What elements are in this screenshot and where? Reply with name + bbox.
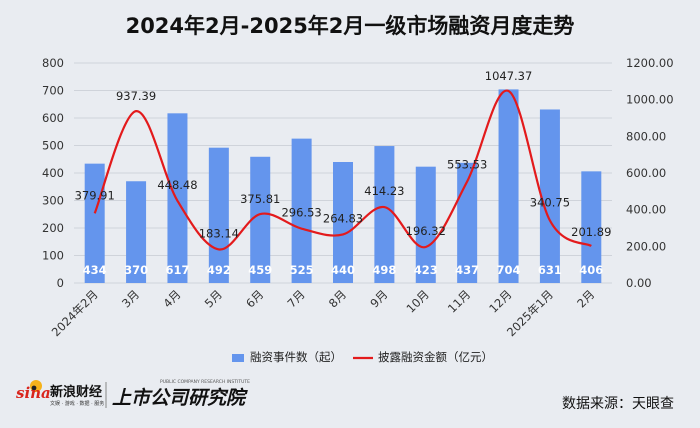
- sina-name: 新浪财经: [50, 384, 102, 400]
- bar-data-label: 440: [331, 263, 355, 277]
- bar-data-label: 434: [83, 263, 107, 277]
- bar-data-label: 459: [248, 263, 272, 277]
- left-axis-tick-label: 800: [42, 56, 64, 70]
- bar: [415, 166, 436, 283]
- bar-data-label: 406: [579, 263, 603, 277]
- left-axis-tick-label: 200: [42, 221, 64, 235]
- bar: [539, 109, 560, 283]
- bar: [581, 171, 602, 283]
- bar-data-label: 498: [372, 263, 396, 277]
- bar: [291, 138, 312, 283]
- line-series: [93, 89, 592, 251]
- bar-data-label: 423: [414, 263, 438, 277]
- line-data-label: 414.23: [364, 184, 404, 198]
- legend-label-line: 披露融资金额（亿元）: [378, 350, 493, 364]
- bar: [250, 156, 271, 283]
- legend: 融资事件数（起） 披露融资金额（亿元）: [232, 350, 493, 364]
- footer: sina 新浪财经 文娱 · 游戏 · 数据 · 服务 上市公司研究院 PUBL…: [16, 379, 674, 412]
- bar: [374, 146, 395, 283]
- right-axis-tick-label: 0.00: [626, 276, 652, 290]
- legend-label-bar: 融资事件数（起）: [250, 350, 342, 364]
- institute-logo: 上市公司研究院 PUBLIC COMPANY RESEARCH INSTITUT…: [112, 379, 250, 409]
- right-axis-tick-label: 800.00: [626, 129, 666, 143]
- right-axis-tick-label: 600.00: [626, 166, 666, 180]
- bar-data-label: 525: [290, 263, 314, 277]
- bar: [167, 113, 188, 283]
- line-data-label: 375.81: [240, 192, 280, 206]
- left-axis-tick-label: 700: [42, 84, 64, 98]
- line-data-label: 340.75: [530, 196, 570, 210]
- data-labels: 434 370 617 492 459 525 440 498 423 437 704 631 406 3…: [75, 69, 612, 277]
- bar: [126, 181, 147, 283]
- left-axis-tick-label: 600: [42, 111, 64, 125]
- left-axis-tick-label: 500: [42, 139, 64, 153]
- bar-series: [84, 89, 602, 284]
- left-axis-tick-label: 400: [42, 166, 64, 180]
- right-axis-tick-label: 1200.00: [626, 56, 674, 70]
- line-data-label: 553.53: [447, 158, 487, 172]
- data-source: 数据来源：天眼查: [562, 396, 674, 412]
- legend-swatch-bar: [232, 354, 244, 362]
- left-axis-tick-label: 300: [42, 194, 64, 208]
- line-data-label: 937.39: [116, 89, 156, 103]
- sina-logo: sina 新浪财经 文娱 · 游戏 · 数据 · 服务: [16, 380, 104, 407]
- amount-line: [93, 89, 592, 251]
- bar: [498, 89, 519, 284]
- sina-mark: sina: [16, 384, 51, 402]
- bar-data-label: 631: [538, 263, 562, 277]
- sina-sub: 文娱 · 游戏 · 数据 · 服务: [50, 400, 104, 407]
- institute-sub: PUBLIC COMPANY RESEARCH INSTITUTE: [160, 379, 250, 385]
- line-data-label: 183.14: [199, 226, 239, 240]
- bar: [84, 163, 105, 283]
- line-data-label: 1047.37: [485, 69, 533, 83]
- line-data-label: 379.91: [75, 188, 115, 202]
- bar-data-label: 437: [455, 263, 479, 277]
- right-axis-tick-label: 200.00: [626, 239, 666, 253]
- left-axis-tick-label: 100: [42, 249, 64, 263]
- bar-data-label: 704: [497, 263, 521, 277]
- line-data-label: 201.89: [571, 225, 611, 239]
- sina-eye-pupil: [31, 385, 37, 391]
- line-data-label: 448.48: [157, 178, 197, 192]
- bar-data-label: 617: [165, 263, 189, 277]
- bar-data-label: 492: [207, 263, 231, 277]
- institute-name: 上市公司研究院: [112, 387, 248, 409]
- right-axis-tick-label: 400.00: [626, 203, 666, 217]
- right-axis-tick-label: 1000.00: [626, 93, 674, 107]
- line-data-label: 264.83: [323, 211, 363, 225]
- line-data-label: 296.53: [281, 206, 321, 220]
- bar: [333, 162, 353, 283]
- left-axis-tick-label: 0: [57, 276, 64, 290]
- chart-title: 2024年2月-2025年2月一级市场融资月度走势: [126, 14, 575, 38]
- line-data-label: 196.32: [406, 224, 446, 238]
- bar-data-label: 370: [124, 263, 148, 277]
